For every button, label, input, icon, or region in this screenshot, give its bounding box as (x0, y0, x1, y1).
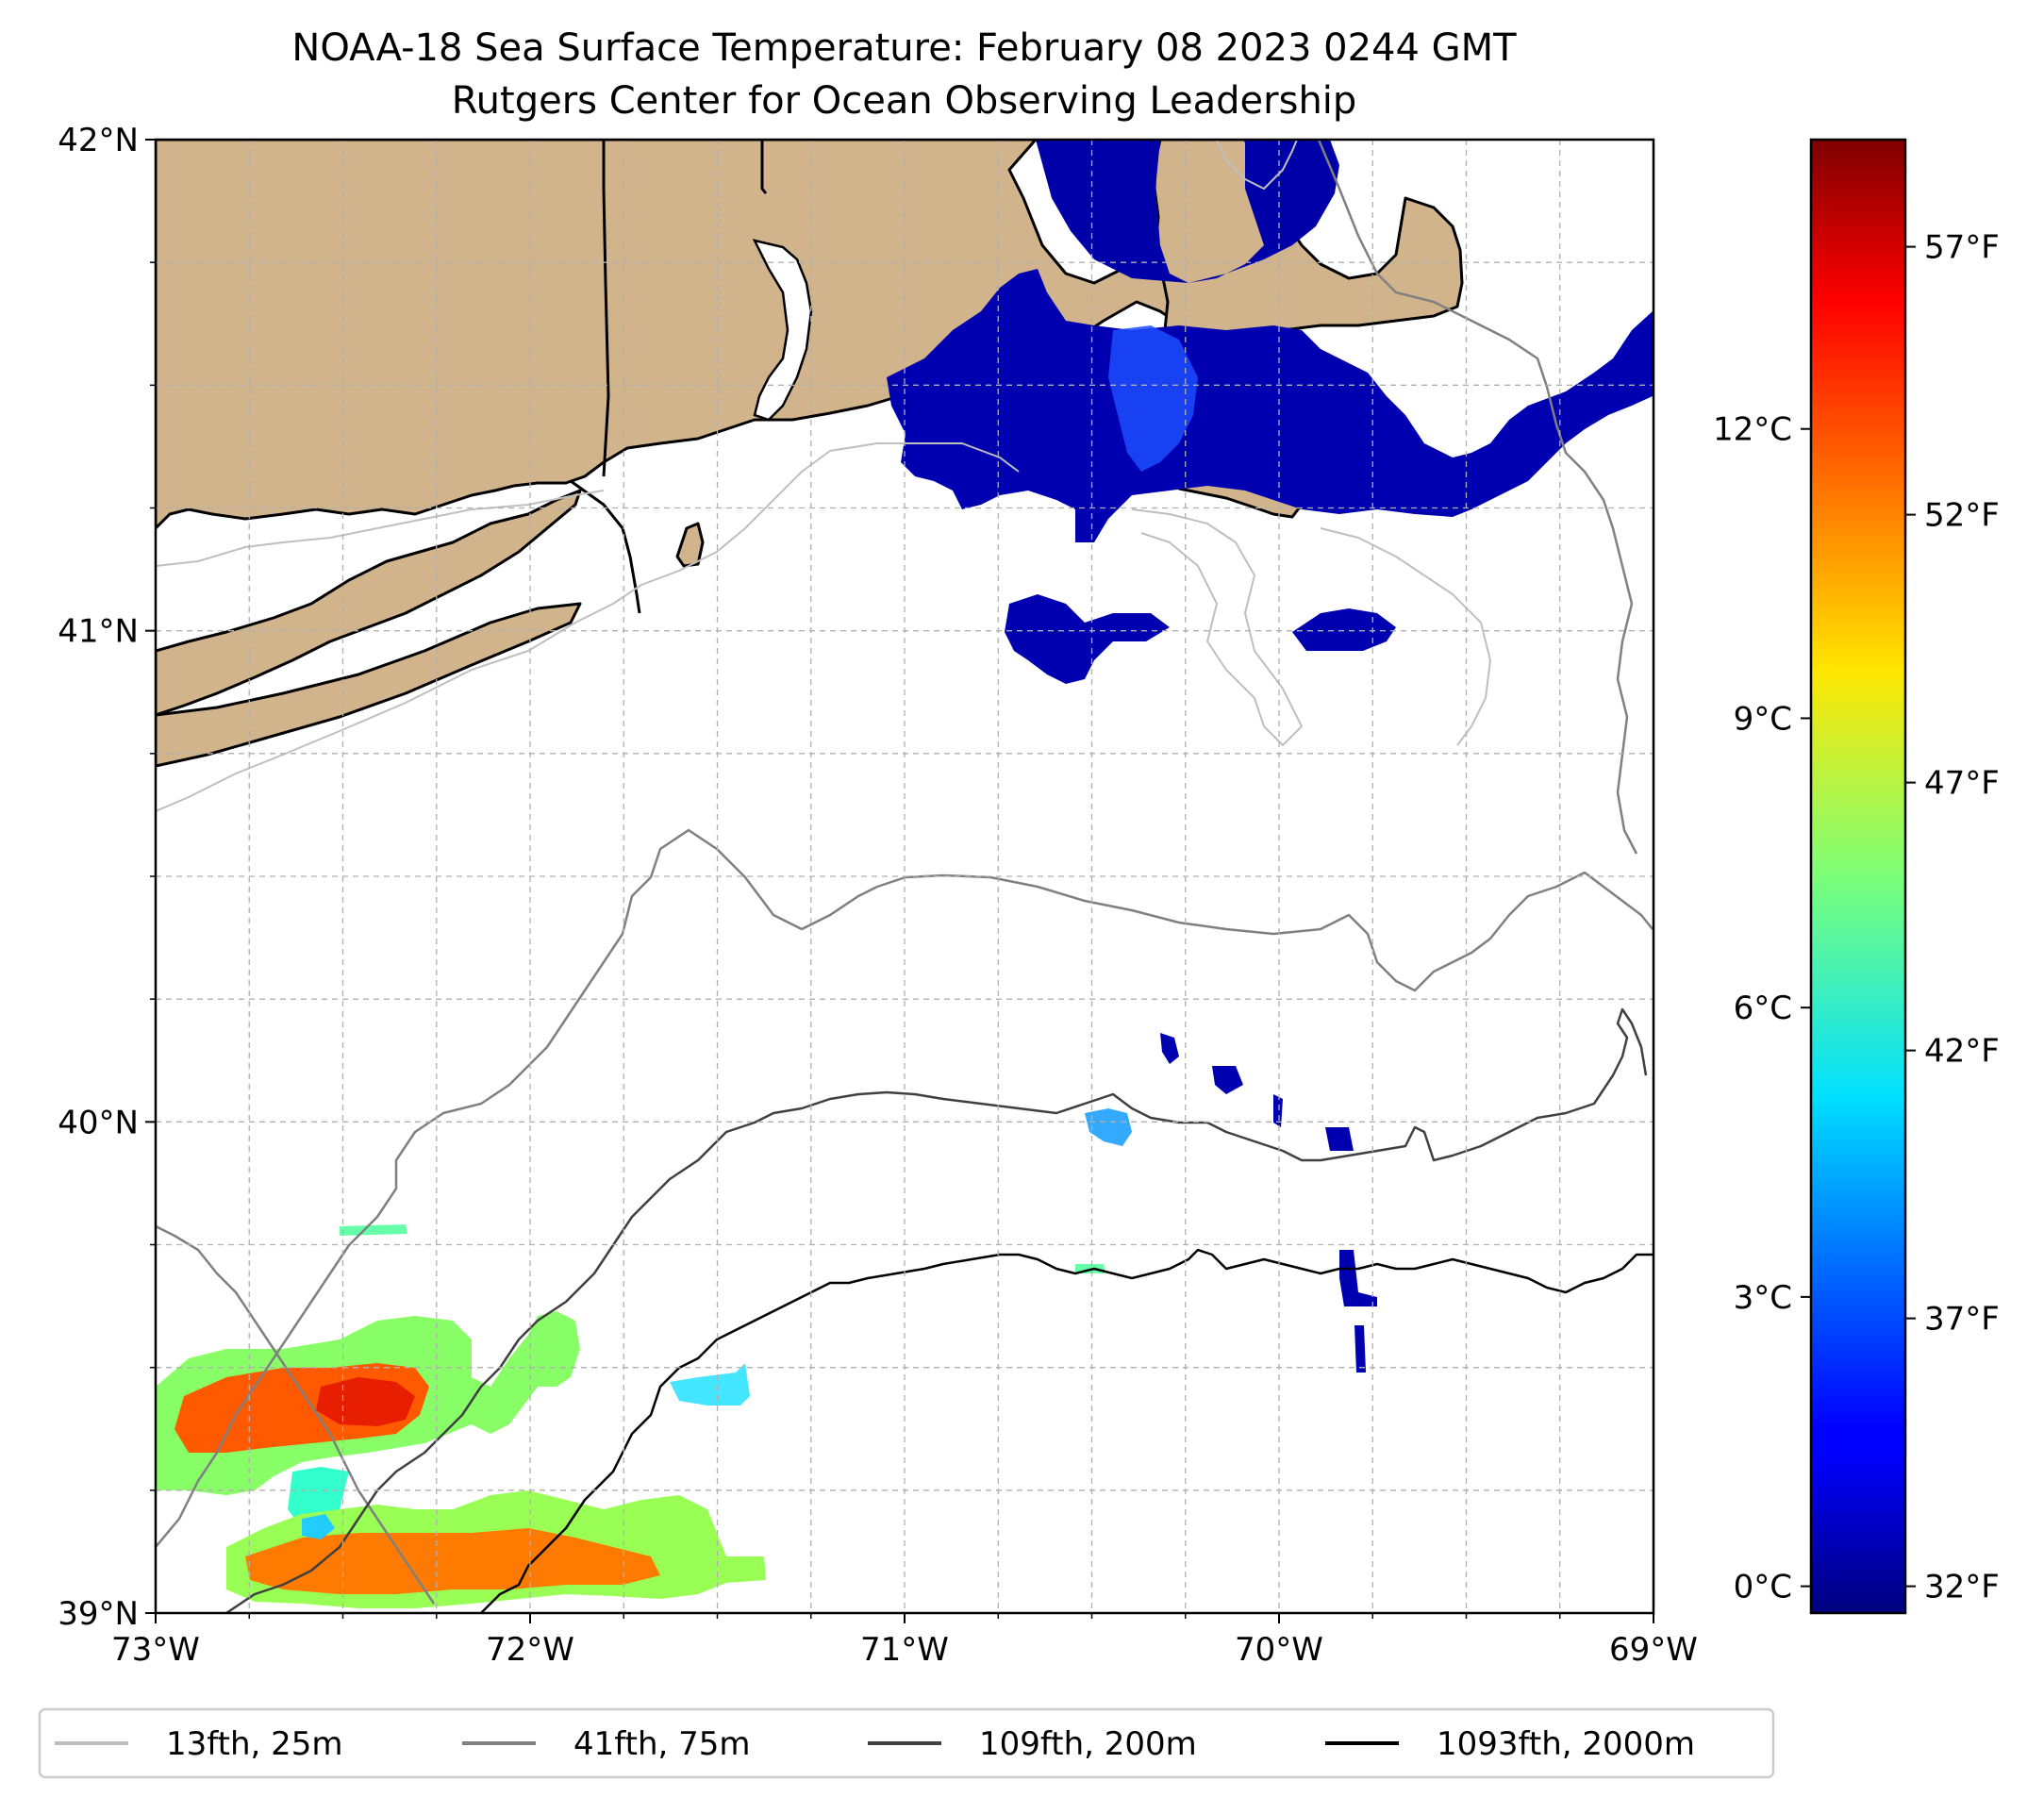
sst-patch-tiny-west (340, 1224, 407, 1236)
border-ct-ri (602, 140, 610, 477)
colorbar-f-label: 37°F (1924, 1301, 2000, 1339)
sst-patch-shelf-break-6 (1339, 1250, 1377, 1306)
lon-tick-label: 73°W (111, 1631, 200, 1669)
gridlines (156, 140, 1653, 1613)
legend-label: 109fth, 200m (979, 1725, 1197, 1763)
sst-patch-warm-nj-hot (316, 1377, 415, 1426)
sst-patch-shelf-break-1 (1160, 1033, 1179, 1064)
contour-75m-north-gulf (1317, 140, 1638, 855)
land-block-island (675, 522, 705, 568)
colorbar-ticks: 32°F 37°F 42°F 47°F 52°F 57°F 0°C 3°C 6°C 9°C 12°C (1713, 229, 2000, 1606)
sst-patch-east-shoals (1292, 608, 1396, 651)
colorbar-c-label: 6°C (1734, 990, 1792, 1027)
lon-tick-label: 71°W (860, 1631, 949, 1669)
lat-tick-label: 42°N (58, 122, 139, 159)
contour-legend: 13fth, 25m 41fth, 75m 109fth, 200m 1093fth,… (38, 1707, 1775, 1779)
colorbar-f-label: 57°F (1924, 229, 2000, 267)
colorbar: 32°F 37°F 42°F 47°F 52°F 57°F 0°C 3°C 6°C 9°C 12°C (1713, 138, 2000, 1615)
lat-tick-label: 39°N (58, 1595, 139, 1633)
legend-label: 41fth, 75m (573, 1725, 751, 1763)
legend-label: 1093fth, 2000m (1437, 1725, 1695, 1763)
map-subtitle: Rutgers Center for Ocean Observing Leade… (451, 79, 1357, 123)
sst-patch-nantucket-shoals-light (1108, 325, 1198, 472)
contour-25m-nearshore (156, 442, 1020, 812)
sst-patch-southeast-shoals (1005, 594, 1170, 684)
sst-patch-shelf-break-5 (1325, 1127, 1354, 1151)
sst-patch-buzzards-sound (887, 269, 1653, 542)
colorbar-c-label: 12°C (1713, 411, 1792, 449)
colorbar-c-label: 0°C (1734, 1569, 1792, 1606)
colorbar-f-label: 32°F (1924, 1569, 2000, 1606)
border-ct-ny-water (570, 479, 641, 614)
bathymetry-contours (156, 140, 1653, 1613)
contour-25m-li-inner (156, 490, 605, 567)
contour-25m-cape-cod (1216, 140, 1298, 190)
colorbar-c-label: 9°C (1734, 700, 1792, 738)
sst-patch-shelf-break-2 (1212, 1066, 1243, 1094)
sst-patch-shelf-break-7 (1354, 1325, 1366, 1373)
sst-patch-cape-cod-bay (1036, 140, 1339, 283)
sst-patch-shelf-break-4 (1273, 1094, 1283, 1127)
colorbar-f-label: 47°F (1924, 765, 2000, 803)
legend-items: 13fth, 25m 41fth, 75m 109fth, 200m 1093fth,… (55, 1725, 1695, 1763)
lon-tick-label: 69°W (1609, 1631, 1698, 1669)
sst-patch-shelf-break-3 (1085, 1108, 1132, 1146)
sst-data-patches (156, 140, 1653, 1608)
contour-25m-nantucket-shoals (1131, 508, 1303, 746)
contour-2000m (480, 1248, 1653, 1613)
lat-tick-label: 40°N (58, 1104, 139, 1141)
contour-200m (225, 1007, 1648, 1613)
axis-ticks: 73°W 72°W 71°W 70°W 69°W 39°N 40°N 41°N 42°N (58, 122, 1698, 1669)
land-long-island-north-fork (156, 489, 582, 717)
narragansett-bay (752, 239, 813, 422)
state-borders (570, 140, 768, 614)
colorbar-f-label: 42°F (1924, 1033, 2000, 1071)
legend-label: 13fth, 25m (166, 1725, 343, 1763)
colorbar-gradient (1809, 138, 1907, 1615)
land-cape-cod (1153, 140, 1464, 374)
contour-75m-nj-inner (156, 1224, 436, 1605)
land-masses (156, 140, 1464, 768)
colorbar-c-label: 3°C (1734, 1279, 1792, 1317)
colorbar-f-label: 52°F (1924, 497, 2000, 535)
land-long-island-south (156, 602, 582, 768)
sst-patch-canyon-cool (670, 1363, 750, 1406)
lat-tick-label: 41°N (58, 613, 139, 651)
contour-75m (156, 828, 1653, 1548)
map-title: NOAA-18 Sea Surface Temperature: Februar… (291, 26, 1517, 70)
lon-tick-label: 70°W (1235, 1631, 1323, 1669)
lon-tick-label: 72°W (486, 1631, 574, 1669)
border-ri-ma (760, 140, 768, 194)
sst-patch-warm-south-cool-spot (302, 1514, 335, 1539)
sst-patch-warm-south-core (245, 1528, 660, 1594)
